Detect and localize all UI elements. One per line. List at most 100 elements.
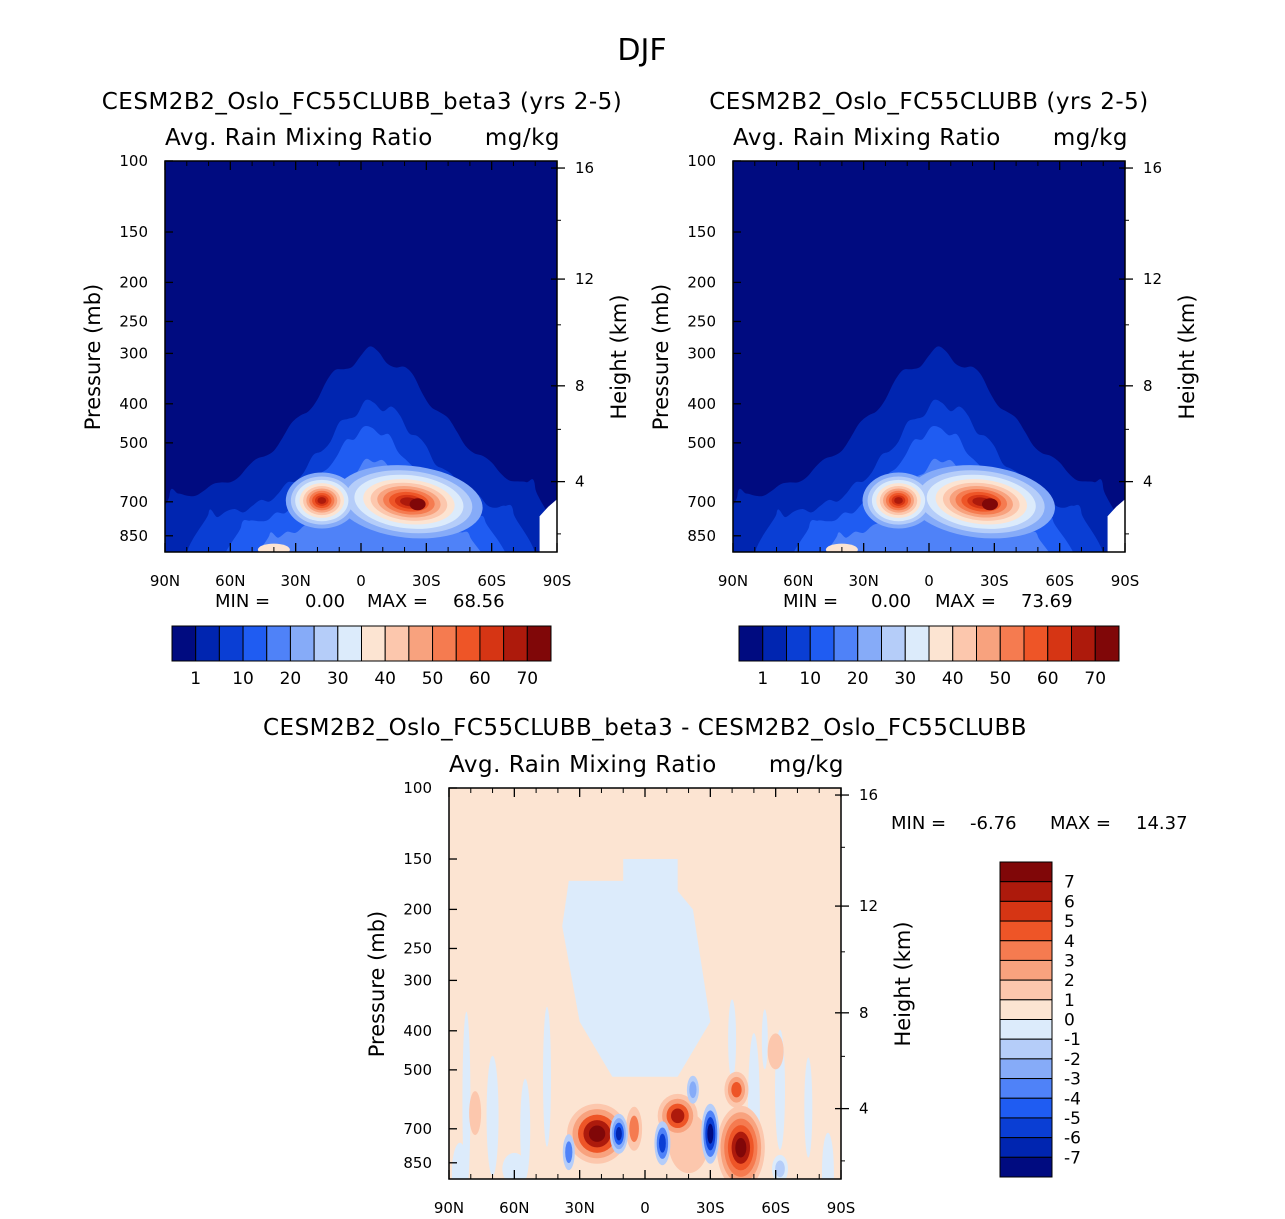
colorbar-swatch xyxy=(999,1078,1053,1099)
colorbar-label: 70 xyxy=(516,669,538,689)
contour-fill xyxy=(629,1115,639,1142)
max-value: 73.69 xyxy=(1021,591,1073,612)
min-value: 0.00 xyxy=(871,591,911,612)
contour-fill xyxy=(317,497,327,504)
x-tick-label: 30S xyxy=(696,1199,725,1217)
y-tick-label: 500 xyxy=(687,434,716,452)
figure-title: DJF xyxy=(617,33,666,68)
y-tick-label: 200 xyxy=(687,273,716,291)
colorbar-swatch xyxy=(762,625,787,662)
y-tick-label: 200 xyxy=(119,273,148,291)
colorbar-swatch xyxy=(857,625,882,662)
y-tick-label: 150 xyxy=(403,850,432,868)
x-tick-label: 0 xyxy=(356,572,366,590)
x-tick-label: 90N xyxy=(718,572,748,590)
contour-fill xyxy=(520,1078,531,1179)
colorbar-swatch xyxy=(313,625,339,662)
contour-fill xyxy=(821,1132,834,1179)
panel-title: CESM2B2_Oslo_FC55CLUBB_beta3 (yrs 2-5) xyxy=(102,89,623,115)
axes: 100 150 200 250 300 400 500 700 850 16 12 8 4 90N 60N 3… xyxy=(403,779,878,1217)
contour-fill xyxy=(728,999,737,1080)
contour-fill xyxy=(486,1055,499,1176)
y-tick-label: 250 xyxy=(403,939,432,957)
colorbar-swatch xyxy=(999,1019,1053,1040)
colorbar-label: 60 xyxy=(1037,669,1059,689)
colorbar-swatch xyxy=(999,1038,1053,1060)
contour-fill xyxy=(588,1125,606,1142)
x-tick-label: 0 xyxy=(640,1199,650,1217)
y-tick-label: 100 xyxy=(119,152,148,170)
colorbar-label: 40 xyxy=(374,669,396,689)
y-tick-label: 250 xyxy=(119,312,148,330)
colorbar-swatch xyxy=(999,1137,1053,1158)
colorbar-swatch xyxy=(1071,625,1096,662)
y-tick-label: 850 xyxy=(687,527,716,545)
contour-fill xyxy=(671,1108,685,1124)
y-tick-label: 400 xyxy=(687,395,716,413)
y-tick-label: 700 xyxy=(119,493,148,511)
colorbar-swatch xyxy=(999,900,1053,922)
colorbar-label: 10 xyxy=(799,669,821,689)
min-value: 0.00 xyxy=(305,591,345,612)
colorbar-label: 1 xyxy=(757,669,768,689)
colorbar-swatch xyxy=(881,625,906,662)
x-tick-label: 30N xyxy=(565,1199,595,1217)
colorbar-swatch xyxy=(999,940,1053,961)
colorbar-swatch xyxy=(904,625,930,662)
right-axis-label: Height (km) xyxy=(1175,294,1199,419)
colorbar-swatch xyxy=(999,979,1053,1001)
y-tick-label: 300 xyxy=(119,344,148,362)
variable-name: Avg. Rain Mixing Ratio xyxy=(449,752,717,778)
x-tick-label: 60N xyxy=(499,1199,529,1217)
x-tick-label: 90N xyxy=(434,1199,464,1217)
max-label: MAX = xyxy=(1050,813,1111,834)
x-tick-label: 60S xyxy=(477,572,506,590)
y-tick-label: 400 xyxy=(403,1022,432,1040)
colorbar-label: 40 xyxy=(942,669,964,689)
colorbar-swatch xyxy=(195,625,220,662)
right-axis-label: Height (km) xyxy=(891,921,915,1046)
height-tick-label: 12 xyxy=(575,270,594,288)
min-label: MIN = xyxy=(891,813,946,834)
units-label: mg/kg xyxy=(769,752,844,778)
x-tick-label: 60N xyxy=(215,572,245,590)
x-tick-label: 60S xyxy=(1045,572,1074,590)
y-tick-label: 700 xyxy=(403,1120,432,1138)
colorbar-swatch xyxy=(218,625,244,662)
y-tick-label: 100 xyxy=(687,152,716,170)
colorbar-label: -2 xyxy=(1064,1050,1081,1070)
contour-plot xyxy=(449,788,841,1179)
colorbar-label: -7 xyxy=(1064,1148,1081,1168)
contour-fill xyxy=(731,1081,742,1098)
colorbar-label: 3 xyxy=(1064,951,1075,971)
height-tick-label: 16 xyxy=(859,786,878,804)
y-axis-label: Pressure (mb) xyxy=(649,284,673,431)
colorbar-swatch xyxy=(833,625,859,662)
x-tick-label: 90S xyxy=(827,1199,856,1217)
colorbar: 1 10 20 30 40 50 60 70 xyxy=(738,625,1120,689)
contour-fill xyxy=(658,1133,666,1153)
colorbar-swatch xyxy=(786,625,811,662)
y-tick-label: 100 xyxy=(403,779,432,797)
y-tick-label: 500 xyxy=(119,434,148,452)
x-tick-label: 30N xyxy=(849,572,879,590)
contour-fill xyxy=(735,1138,747,1158)
colorbar-swatch xyxy=(171,625,197,662)
colorbar-swatch xyxy=(479,625,505,662)
height-tick-label: 8 xyxy=(1143,377,1153,395)
y-tick-label: 250 xyxy=(687,312,716,330)
panel-control: CESM2B2_Oslo_FC55CLUBB (yrs 2-5) Avg. Ra… xyxy=(649,89,1199,689)
colorbar-label: 60 xyxy=(469,669,491,689)
x-tick-label: 60N xyxy=(783,572,813,590)
max-label: MAX = xyxy=(935,591,996,612)
x-tick-label: 30S xyxy=(412,572,441,590)
colorbar-swatch xyxy=(455,625,481,662)
y-tick-label: 200 xyxy=(403,900,432,918)
y-tick-label: 150 xyxy=(687,223,716,241)
contour-plot xyxy=(733,161,1125,552)
units-label: mg/kg xyxy=(485,125,560,151)
colorbar-swatch xyxy=(999,959,1053,981)
colorbar-label: 4 xyxy=(1064,932,1075,952)
